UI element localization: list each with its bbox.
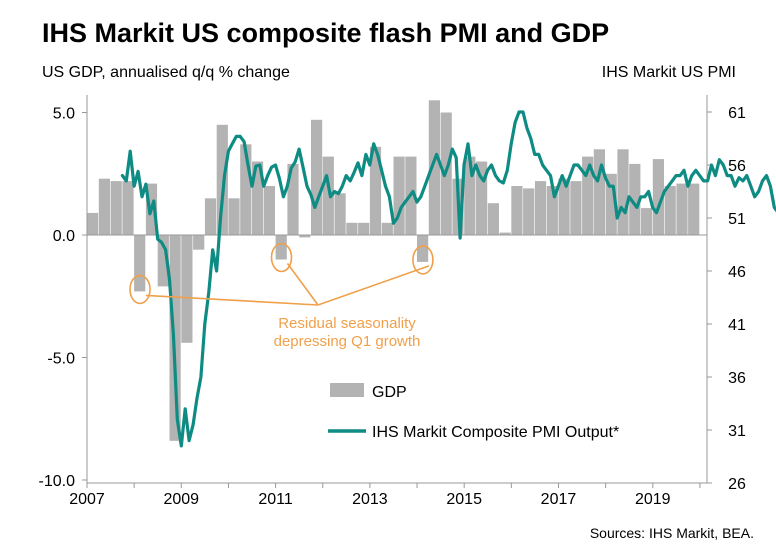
gdp-bar — [334, 193, 346, 235]
gdp-bar — [299, 235, 311, 238]
gdp-bar — [346, 222, 358, 236]
annotation-circle — [412, 245, 434, 275]
left-axis-tick-label: 0.0 — [53, 228, 75, 245]
right-axis-tick-label: 31 — [728, 423, 746, 440]
gdp-bar — [393, 156, 405, 235]
gdp-bar — [381, 222, 393, 236]
right-axis-tick-label: 46 — [728, 264, 746, 281]
gdp-bar — [193, 235, 205, 250]
right-axis-tick-label: 26 — [728, 476, 746, 493]
gdp-bar — [358, 222, 370, 236]
gdp-bar — [629, 163, 641, 235]
gdp-bar — [216, 124, 228, 236]
legend-gdp-swatch — [330, 383, 364, 397]
x-axis-tick-label: 2017 — [541, 491, 577, 508]
left-axis-label: US GDP, annualised q/q % change — [42, 64, 290, 81]
gdp-bar — [570, 181, 582, 235]
gdp-bar — [664, 186, 676, 235]
x-axis-tick-label: 2019 — [635, 491, 671, 508]
gdp-bar — [688, 183, 700, 235]
gdp-bar — [558, 178, 570, 235]
x-axis-tick-label: 2015 — [446, 491, 482, 508]
gdp-bar — [87, 212, 99, 235]
gdp-bar — [464, 156, 476, 235]
legend-pmi-label: IHS Markit Composite PMI Output* — [372, 424, 619, 441]
gdp-bar — [499, 232, 511, 235]
x-axis-tick-label: 2011 — [258, 491, 293, 508]
gdp-bar — [204, 198, 217, 236]
gdp-bar — [134, 235, 146, 292]
gdp-bar — [676, 183, 688, 235]
gdp-bar — [534, 181, 547, 235]
right-axis-tick-label: 51 — [728, 211, 746, 228]
source-note: Sources: IHS Markit, BEA. — [589, 525, 754, 541]
gdp-bar — [523, 188, 535, 235]
legend-gdp-label: GDP — [372, 384, 407, 401]
gdp-bar — [181, 235, 193, 343]
gdp-bar — [240, 144, 252, 235]
gdp-bar — [322, 156, 334, 235]
right-axis-tick-label: 41 — [728, 317, 746, 334]
left-axis-tick-label: 5.0 — [53, 106, 75, 123]
right-axis-label: IHS Markit US PMI — [601, 64, 736, 81]
gdp-bar — [417, 235, 429, 262]
right-axis-tick-label: 36 — [728, 370, 746, 387]
gdp-bar — [428, 100, 440, 236]
x-axis-tick-label: 2013 — [352, 491, 388, 508]
gdp-bar — [275, 235, 287, 260]
gdp-bar — [369, 146, 382, 235]
gdp-bar — [252, 161, 264, 235]
x-axis-tick-label: 2007 — [69, 491, 105, 508]
left-axis-tick-label: -10.0 — [39, 473, 76, 490]
annotation-connector — [286, 263, 319, 306]
left-axis-tick-label: -5.0 — [47, 351, 75, 368]
right-axis-tick-label: 61 — [728, 105, 746, 122]
annotation-circle — [270, 242, 293, 273]
gdp-bar — [511, 186, 523, 235]
x-axis-tick-label: 2009 — [163, 491, 199, 508]
annotation-text: Residual seasonality — [278, 315, 416, 332]
gdp-bar — [263, 186, 275, 235]
gdp-bar — [287, 163, 299, 235]
annotation-text: depressing Q1 growth — [274, 333, 421, 350]
annotation-connector — [317, 265, 430, 306]
gdp-bar — [593, 149, 605, 236]
gdp-bar — [110, 181, 122, 235]
gdp-bar — [228, 198, 240, 236]
gdp-bar — [157, 235, 169, 287]
annotation-circle — [129, 274, 151, 305]
gdp-bar — [652, 159, 664, 235]
right-axis-tick-label: 56 — [728, 158, 746, 175]
gdp-bar — [582, 156, 594, 235]
gdp-bar — [98, 178, 110, 235]
gdp-bar — [546, 186, 558, 235]
gdp-bar — [617, 149, 629, 236]
gdp-bar — [311, 119, 323, 235]
gdp-bar — [641, 208, 653, 235]
pmi-series-line — [120, 110, 776, 448]
chart-title: IHS Markit US composite flash PMI and GD… — [42, 18, 610, 48]
gdp-bar — [605, 173, 617, 236]
annotation-connector — [145, 294, 319, 306]
gdp-bar — [487, 203, 499, 235]
gdp-bar — [476, 161, 488, 235]
gdp-bar — [122, 181, 134, 235]
